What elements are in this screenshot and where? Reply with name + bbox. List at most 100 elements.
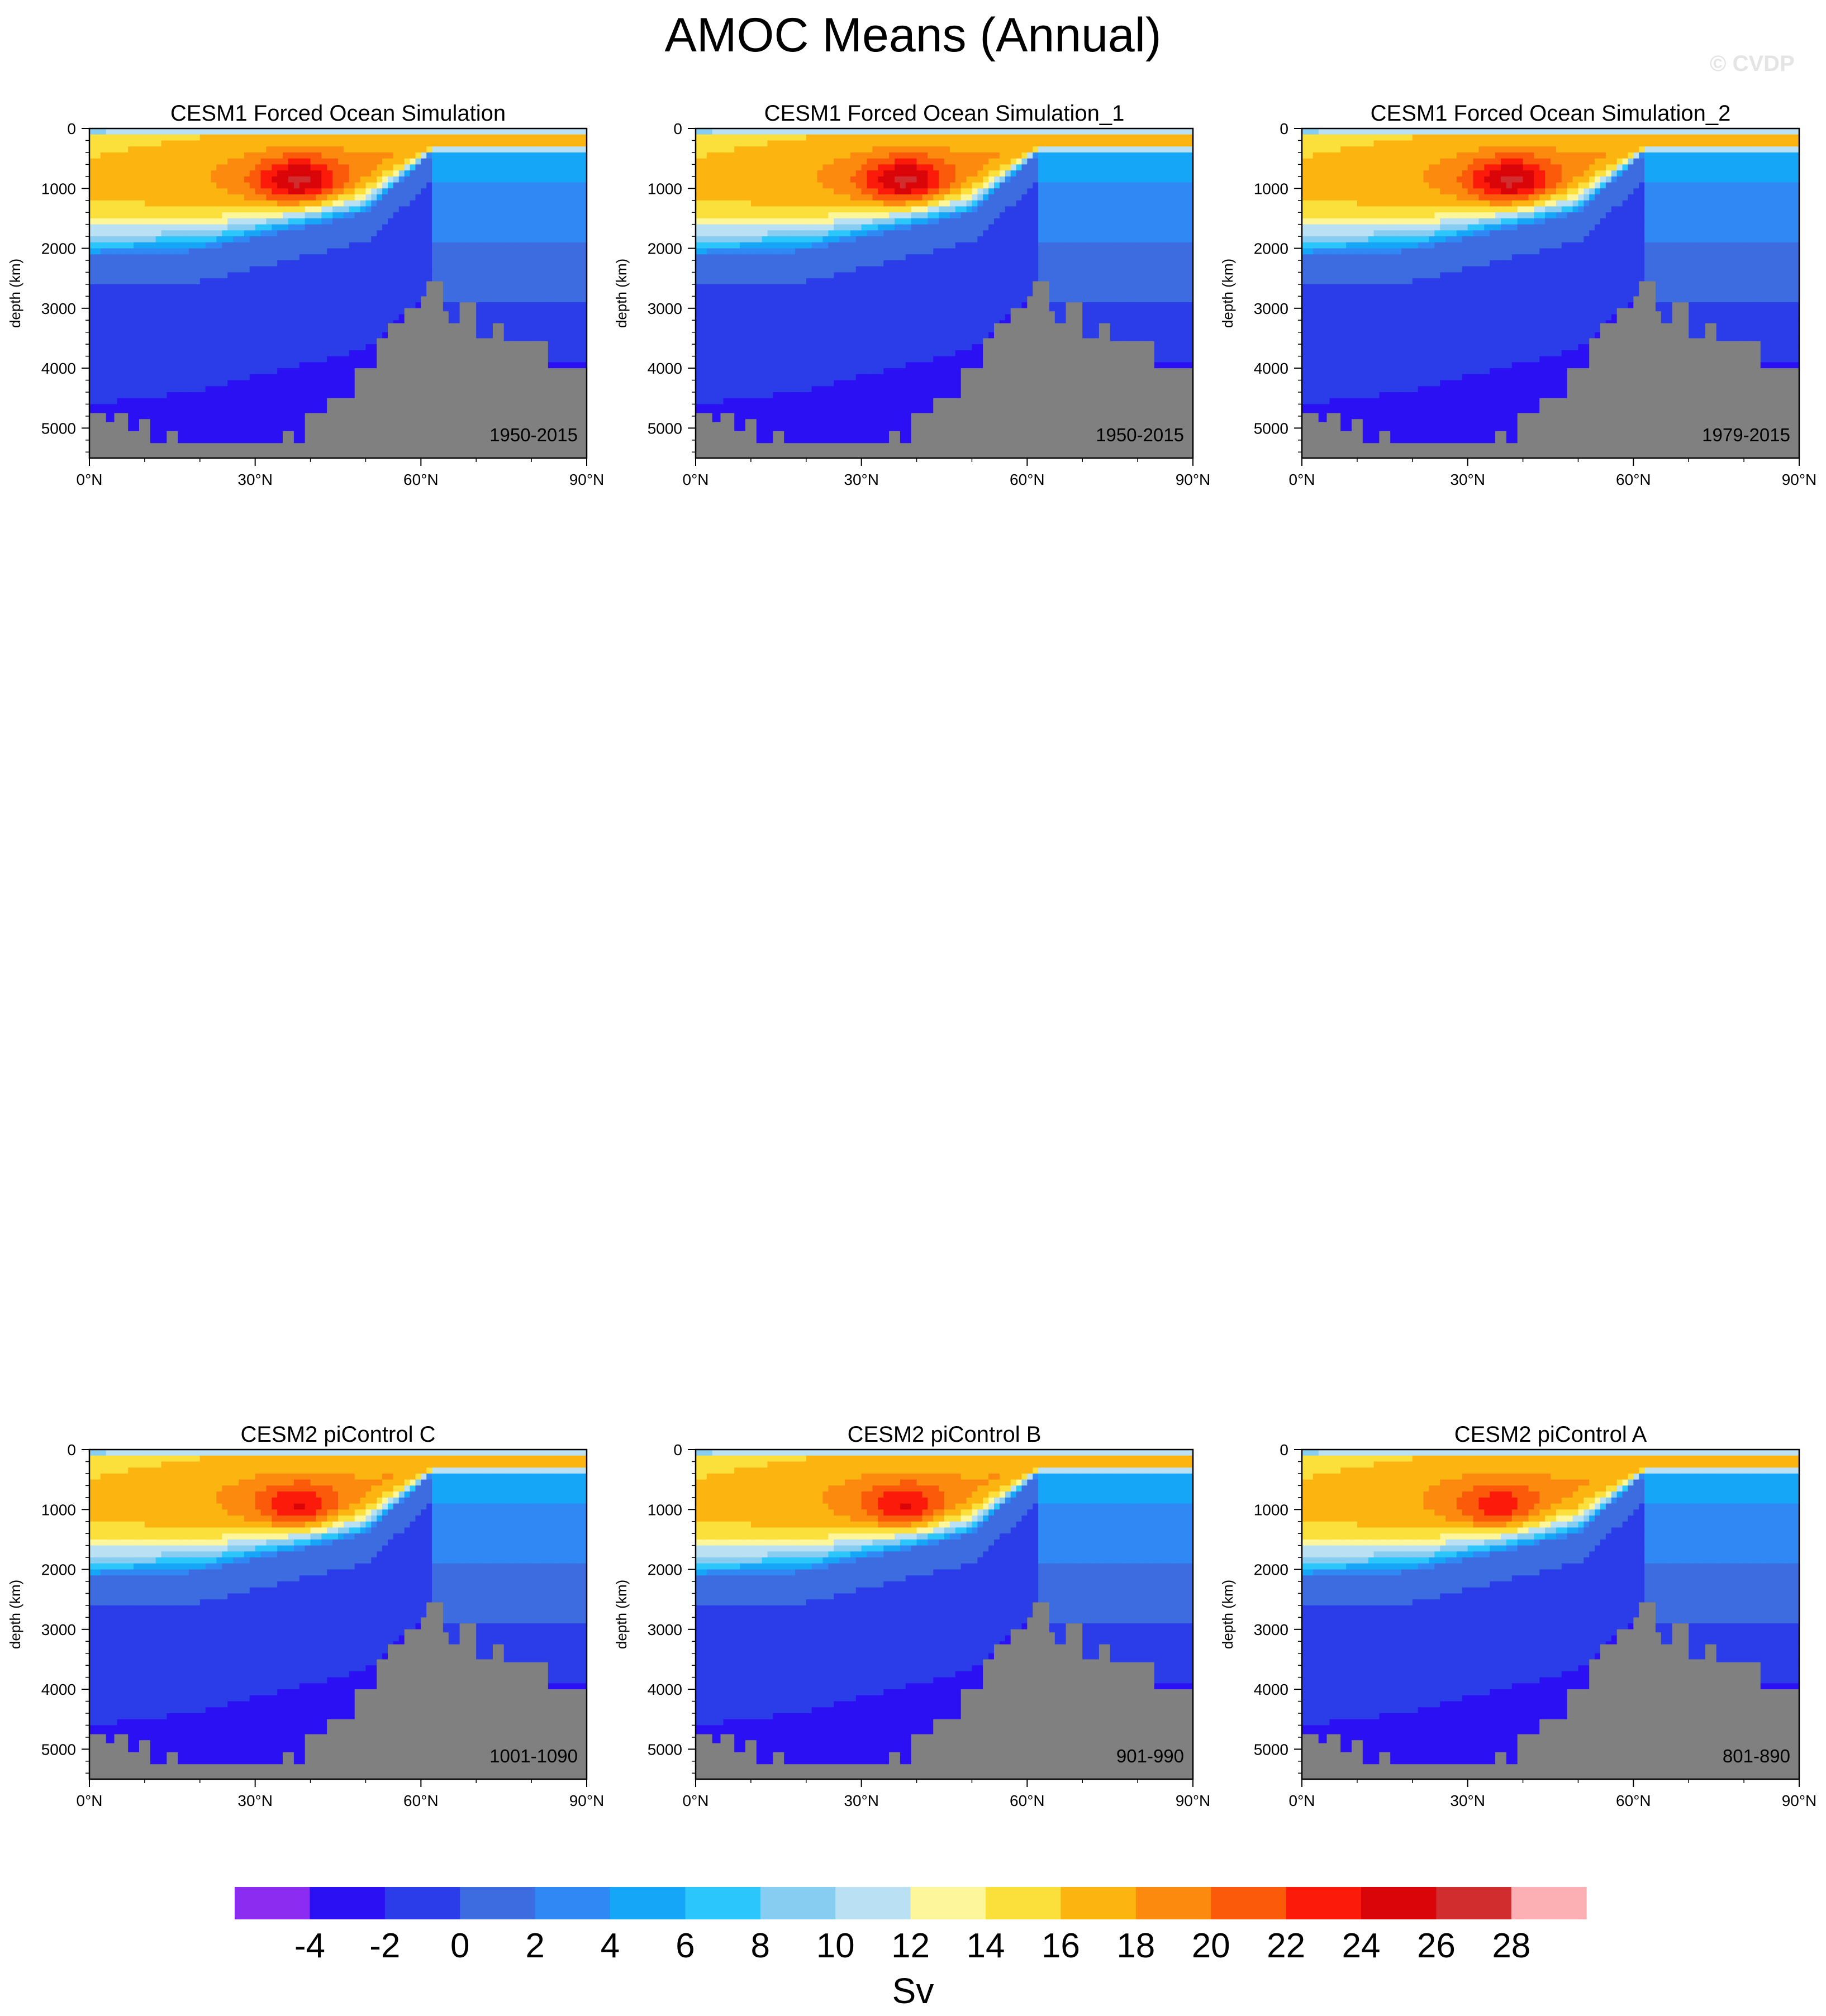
y-tick-label: 0 xyxy=(673,120,682,137)
y-tick-label: 5000 xyxy=(648,420,682,437)
x-tick-label: 0°N xyxy=(77,1792,103,1809)
colorbar-swatch xyxy=(384,1887,460,1919)
colorbar-tick-label: -2 xyxy=(369,1927,400,1965)
y-tick-label: 3000 xyxy=(1254,300,1288,317)
x-tick-label: 60°N xyxy=(403,471,439,488)
colorbar-swatch xyxy=(1061,1887,1137,1919)
colorbar-tick-label: 16 xyxy=(1042,1927,1080,1965)
colorbar-tick-label: 10 xyxy=(816,1927,855,1965)
y-tick-label: 1000 xyxy=(1254,1501,1288,1518)
colorbar-tick-label: 4 xyxy=(601,1927,620,1965)
y-axis-label: depth (km) xyxy=(613,259,630,328)
colorbar-tick-label: 26 xyxy=(1417,1927,1456,1965)
y-tick-label: 2000 xyxy=(648,240,682,258)
x-tick-label: 60°N xyxy=(1616,471,1651,488)
x-tick-label: 90°N xyxy=(569,471,605,488)
plot-frame xyxy=(1301,127,1800,459)
colorbar-swatch xyxy=(235,1887,310,1919)
colorbar-swatch xyxy=(986,1887,1061,1919)
panel-title: CESM2 piControl B xyxy=(848,1422,1042,1447)
x-tick-label: 90°N xyxy=(569,1792,605,1809)
colorbar-swatch xyxy=(1511,1887,1587,1919)
x-tick-label: 0°N xyxy=(1289,1792,1315,1809)
panel-title: CESM1 Forced Ocean Simulation_1 xyxy=(764,101,1125,126)
colorbar-tick-label: 0 xyxy=(450,1927,469,1965)
y-tick-label: 5000 xyxy=(41,420,76,437)
colorbar-swatch xyxy=(685,1887,761,1919)
plot-frame xyxy=(695,127,1194,459)
colorbar-tick-label: 20 xyxy=(1192,1927,1230,1965)
y-axis-label: depth (km) xyxy=(1219,259,1236,328)
period-label: 1001-1090 xyxy=(489,1746,578,1766)
colorbar-swatch xyxy=(535,1887,611,1919)
y-axis-label: depth (km) xyxy=(7,1580,23,1649)
colorbar-swatch xyxy=(460,1887,536,1919)
panel-title: CESM1 Forced Ocean Simulation_2 xyxy=(1371,101,1731,126)
period-label: 801-890 xyxy=(1723,1746,1790,1766)
panel-4: CESM2 piControl C 1001-1090 depth (km) 0 100… xyxy=(7,1422,604,1809)
colorbar-tick-label: 6 xyxy=(676,1927,695,1965)
period-label: 1979-2015 xyxy=(1702,425,1790,445)
y-tick-label: 0 xyxy=(1280,120,1288,137)
colorbar-tick-label: -4 xyxy=(294,1927,325,1965)
colorbar-swatch xyxy=(1361,1887,1437,1919)
bathymetry-land xyxy=(89,1602,587,1779)
y-tick-label: 5000 xyxy=(648,1741,682,1758)
y-tick-label: 1000 xyxy=(648,1501,682,1518)
y-axis-label: depth (km) xyxy=(7,259,23,328)
colorbar-tick-label: 2 xyxy=(525,1927,544,1965)
y-tick-label: 4000 xyxy=(648,1681,682,1698)
colorbar-tick-label: 24 xyxy=(1342,1927,1381,1965)
colorbar-swatch xyxy=(760,1887,836,1919)
x-tick-label: 30°N xyxy=(237,471,273,488)
y-tick-label: 3000 xyxy=(648,300,682,317)
x-tick-label: 90°N xyxy=(1782,471,1817,488)
y-tick-label: 5000 xyxy=(41,1741,76,1758)
y-tick-label: 4000 xyxy=(1254,360,1288,377)
x-tick-label: 0°N xyxy=(1289,471,1315,488)
colorbar-swatch xyxy=(1436,1887,1512,1919)
y-tick-label: 1000 xyxy=(648,180,682,197)
x-tick-label: 30°N xyxy=(844,1792,879,1809)
colorbar-units-label: Sv xyxy=(892,1971,934,2011)
y-tick-label: 1000 xyxy=(1254,180,1288,197)
y-tick-label: 3000 xyxy=(1254,1621,1288,1638)
y-tick-label: 2000 xyxy=(1254,240,1288,258)
colorbar-tick-label: 28 xyxy=(1492,1927,1530,1965)
x-tick-label: 0°N xyxy=(683,1792,709,1809)
panel-1: CESM1 Forced Ocean Simulation 1950-2015 de… xyxy=(7,101,604,488)
watermark: © CVDP xyxy=(1710,51,1795,77)
y-tick-label: 0 xyxy=(1280,1441,1288,1459)
y-tick-label: 3000 xyxy=(648,1621,682,1638)
colorbar-swatch xyxy=(910,1887,986,1919)
y-tick-label: 5000 xyxy=(1254,420,1288,437)
colorbar-tick-label: 12 xyxy=(891,1927,930,1965)
plot-frame xyxy=(695,1448,1194,1780)
colorbar-swatch xyxy=(610,1887,686,1919)
y-tick-label: 3000 xyxy=(41,1621,76,1638)
bathymetry-land xyxy=(1302,281,1799,458)
x-tick-label: 60°N xyxy=(1616,1792,1651,1809)
panel-title: CESM2 piControl A xyxy=(1454,1422,1647,1447)
x-tick-label: 30°N xyxy=(237,1792,273,1809)
y-tick-label: 1000 xyxy=(41,1501,76,1518)
x-tick-label: 0°N xyxy=(77,471,103,488)
bathymetry-land xyxy=(696,281,1193,458)
period-label: 901-990 xyxy=(1116,1746,1184,1766)
y-tick-label: 0 xyxy=(67,1441,76,1459)
x-tick-label: 0°N xyxy=(683,471,709,488)
y-tick-label: 5000 xyxy=(1254,1741,1288,1758)
x-tick-label: 90°N xyxy=(1176,1792,1211,1809)
y-tick-label: 1000 xyxy=(41,180,76,197)
y-axis-label: depth (km) xyxy=(613,1580,630,1649)
plot-frame xyxy=(88,1448,588,1780)
x-tick-label: 60°N xyxy=(1010,471,1045,488)
panel-title: CESM2 piControl C xyxy=(240,1422,435,1447)
colorbar-swatch xyxy=(1135,1887,1211,1919)
bathymetry-land xyxy=(696,1602,1193,1779)
x-tick-label: 30°N xyxy=(1450,471,1485,488)
y-tick-label: 4000 xyxy=(1254,1681,1288,1698)
y-tick-label: 0 xyxy=(673,1441,682,1459)
colorbar-tick-label: 22 xyxy=(1267,1927,1305,1965)
